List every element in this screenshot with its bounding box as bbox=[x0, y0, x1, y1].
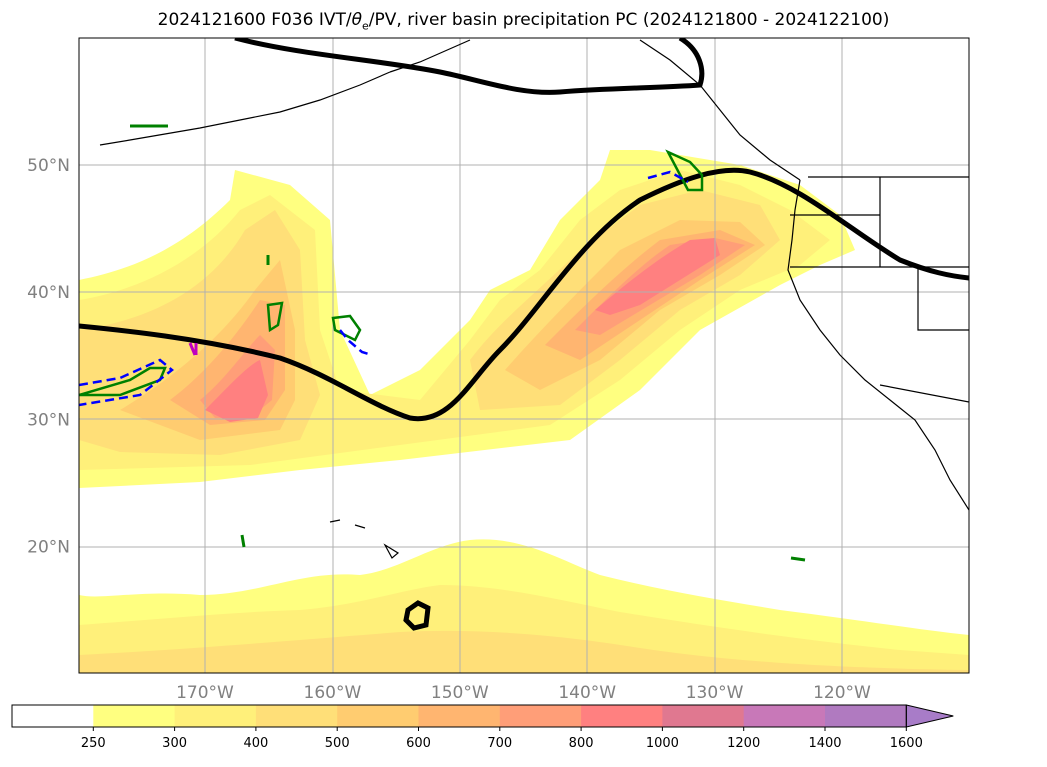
longitude-label: 140°W bbox=[558, 683, 616, 703]
latitude-label: 50°N bbox=[27, 156, 70, 176]
colorbar-segment bbox=[255, 705, 338, 727]
latitude-label: 20°N bbox=[27, 538, 70, 558]
colorbar: 250 300 400 500 600 700 800 1000 1200 1400 1600 bbox=[11, 704, 954, 751]
figure-title: 2024121600 F036 IVT/θe/PV, river basin p… bbox=[157, 10, 890, 33]
theta-e-contour bbox=[665, 149, 704, 192]
latitude-label: 30°N bbox=[27, 410, 70, 430]
colorbar-tick-label: 300 bbox=[162, 736, 187, 751]
precip-contour-low bbox=[339, 329, 373, 357]
colorbar-extend-arrow bbox=[905, 704, 954, 728]
ivt-band-400-south bbox=[79, 630, 969, 673]
precip-contour-low bbox=[79, 358, 174, 407]
colorbar-segment bbox=[337, 705, 419, 727]
colorbar-segment bbox=[743, 705, 826, 727]
colorbar-segment bbox=[93, 705, 176, 727]
theta-e-contour bbox=[266, 301, 284, 333]
north-america-coast bbox=[787, 179, 969, 511]
theta-e-contour bbox=[240, 255, 806, 562]
precip-contour-high bbox=[188, 342, 198, 356]
precip-contour-low bbox=[647, 170, 689, 184]
latitude-labels: 50°N 40°N 30°N 20°N bbox=[27, 156, 70, 558]
colorbar-tick-label: 1000 bbox=[646, 736, 679, 751]
ivt-band-800b bbox=[595, 238, 720, 315]
colorbar-tick-label: 700 bbox=[487, 736, 512, 751]
pv-closed-contour bbox=[403, 600, 431, 631]
colorbar-segment bbox=[662, 705, 745, 727]
graticule bbox=[79, 38, 969, 673]
colorbar-segment bbox=[499, 705, 582, 727]
theta-e-contour bbox=[79, 366, 167, 397]
longitude-labels: 170°W 160°W 150°W 140°W 130°W 120°W bbox=[176, 683, 871, 703]
longitude-label: 160°W bbox=[304, 683, 362, 703]
map-frame bbox=[78, 37, 970, 674]
precip-contours bbox=[79, 170, 689, 407]
colorbar-tick-label: 250 bbox=[81, 736, 106, 751]
pv-contour-south bbox=[79, 167, 969, 422]
pv-contour-north bbox=[234, 38, 705, 95]
ivt-shading bbox=[79, 150, 969, 673]
longitude-label: 150°W bbox=[431, 683, 489, 703]
latitude-label: 40°N bbox=[27, 283, 70, 303]
coastlines bbox=[99, 39, 969, 559]
colorbar-segment bbox=[418, 705, 501, 727]
longitude-label: 130°W bbox=[686, 683, 744, 703]
longitude-label: 120°W bbox=[813, 683, 871, 703]
colorbar-segment bbox=[581, 705, 663, 727]
colorbar-tick-label: 1400 bbox=[808, 736, 841, 751]
colorbar-tick-label: 400 bbox=[243, 736, 268, 751]
longitude-label: 170°W bbox=[176, 683, 234, 703]
colorbar-tick-label: 1600 bbox=[890, 736, 923, 751]
colorbar-segment bbox=[12, 705, 94, 727]
colorbar-outline bbox=[11, 704, 907, 728]
colorbar-tick-label: 1200 bbox=[727, 736, 760, 751]
aleutian-coast bbox=[99, 71, 391, 146]
state-borders bbox=[790, 177, 969, 403]
theta-e-contours bbox=[79, 124, 806, 562]
theta-e-contour bbox=[331, 314, 362, 342]
hawaii-islands bbox=[329, 519, 400, 559]
colorbar-tick-label: 600 bbox=[406, 736, 431, 751]
alaska-coast bbox=[389, 39, 801, 181]
ivt-band-800 bbox=[205, 360, 268, 422]
colorbar-segment bbox=[174, 705, 257, 727]
colorbar-tick-label: 800 bbox=[569, 736, 594, 751]
colorbar-tick-label: 500 bbox=[325, 736, 350, 751]
colorbar-segment bbox=[825, 705, 907, 727]
pv-contour bbox=[79, 38, 969, 631]
